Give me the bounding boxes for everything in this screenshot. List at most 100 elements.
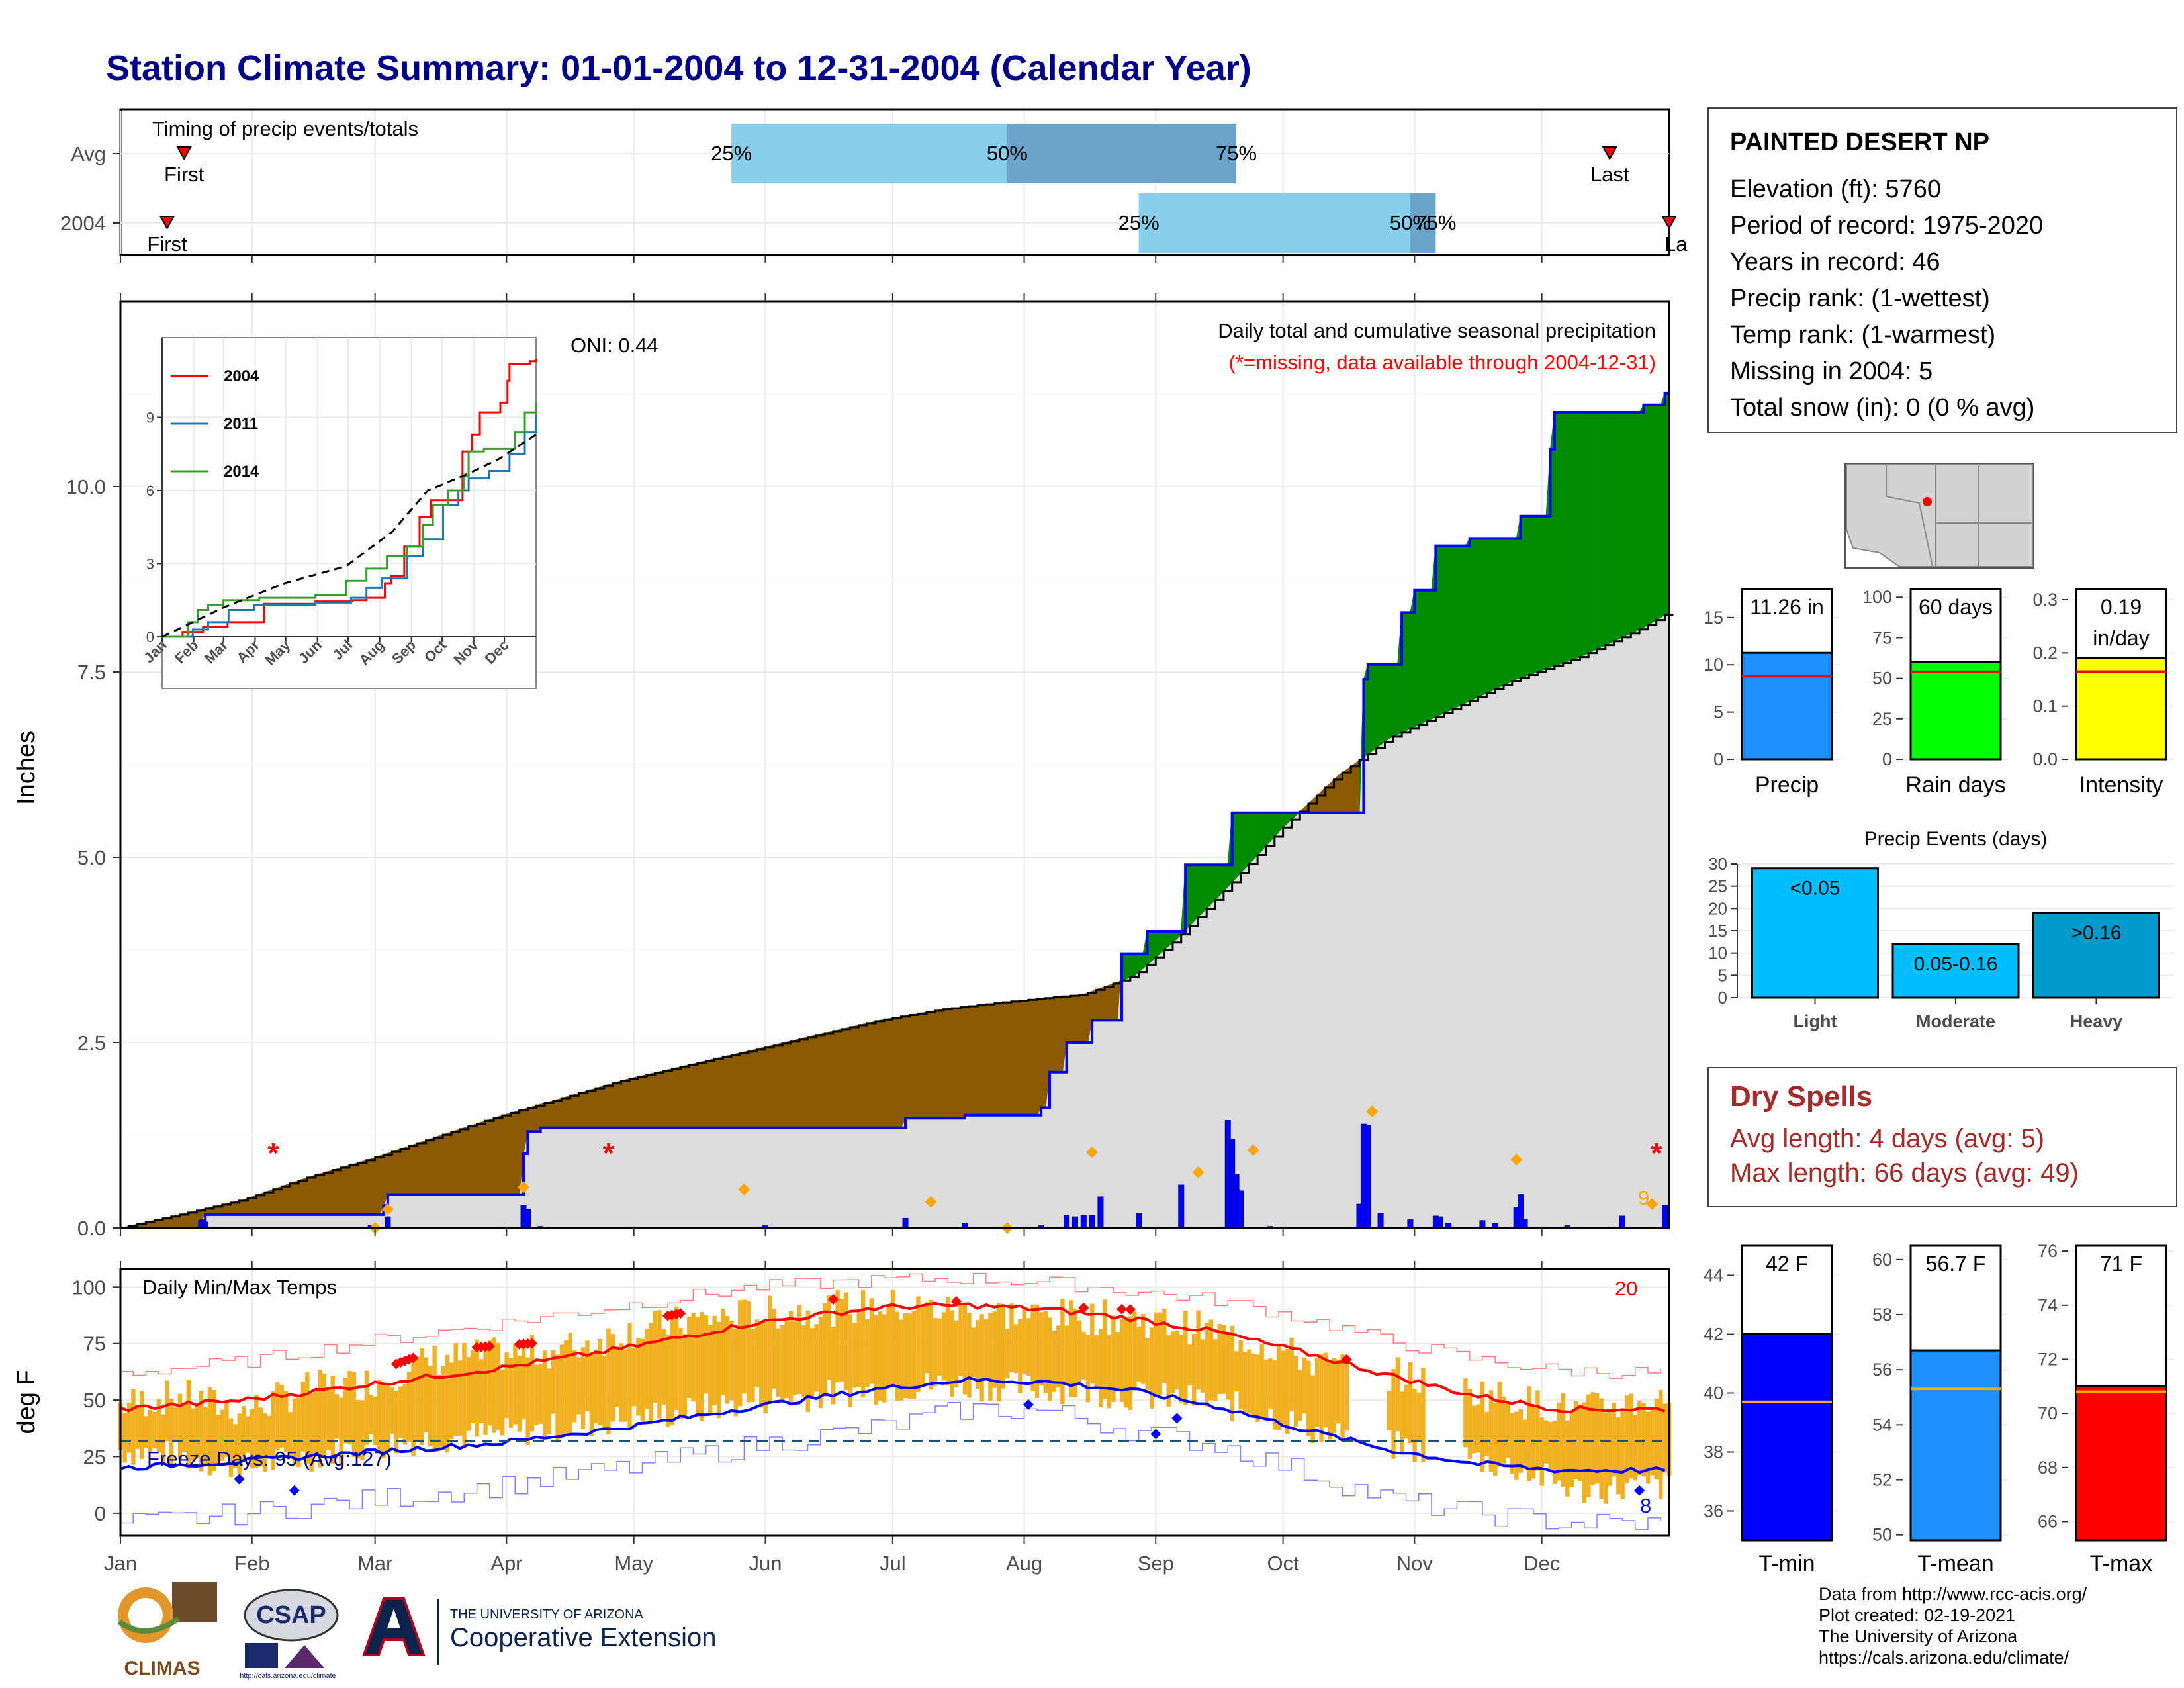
deficit-area — [773, 1043, 779, 1129]
daily-temp-range-bar — [288, 1412, 293, 1458]
surplus-area — [1257, 812, 1263, 856]
daily-temp-range-bar — [339, 1397, 343, 1466]
daily-temp-range-bar — [216, 1415, 220, 1465]
month-label: Jul — [880, 1552, 906, 1575]
daily-temp-range-bar — [517, 1355, 522, 1432]
deficit-area — [332, 1168, 338, 1215]
daily-temp-range-bar — [241, 1406, 246, 1462]
daily-temp-range-bar — [471, 1350, 475, 1423]
daily-temp-range-bar — [606, 1328, 611, 1435]
daily-temp-range-bar — [538, 1364, 543, 1425]
deficit-area — [1024, 999, 1029, 1116]
deficit-area — [319, 1172, 325, 1215]
daily-temp-range-bar — [1018, 1319, 1023, 1393]
month-label: Apr — [490, 1552, 522, 1575]
record-precip-marker — [518, 1181, 530, 1194]
deficit-area — [1015, 1000, 1021, 1116]
y-tick-label: 2.5 — [77, 1031, 106, 1055]
y-tick-label: 50 — [1872, 1525, 1892, 1545]
daily-temp-range-bar — [406, 1371, 412, 1442]
deficit-area — [1007, 1001, 1012, 1116]
daily-temp-range-bar — [1009, 1303, 1014, 1372]
deficit-area — [815, 1033, 821, 1129]
daily-temp-range-bar — [322, 1373, 327, 1456]
daily-temp-range-bar — [1175, 1330, 1179, 1389]
record-min-line — [120, 1401, 1661, 1530]
daily-temp-range-bar — [177, 1393, 183, 1460]
daily-temp-range-bar — [1387, 1391, 1392, 1430]
deficit-area — [943, 1008, 948, 1119]
missing-day-marker: * — [603, 1137, 615, 1170]
daily-temp-range-bar — [754, 1319, 760, 1388]
deficit-area — [778, 1043, 783, 1129]
daily-temp-range-bar — [296, 1395, 301, 1468]
y-tick-label: 10 — [1704, 655, 1723, 675]
deficit-area — [506, 1112, 512, 1196]
y-tick-label: 15 — [1704, 608, 1723, 628]
daily-temp-range-bar — [1289, 1337, 1294, 1411]
daily-temp-range-bar — [1552, 1421, 1557, 1484]
ua-line1: THE UNIVERSITY OF ARIZONA — [450, 1607, 644, 1622]
deficit-area — [786, 1041, 792, 1129]
daily-temp-range-bar — [1523, 1419, 1527, 1468]
daily-temp-range-bar — [784, 1319, 789, 1399]
daily-temp-range-bar — [848, 1314, 853, 1407]
precip-summary-chart: 0 5 10 15 11.26 in Precip — [1704, 588, 1840, 798]
climas-logo-text: CLIMAS — [124, 1658, 201, 1679]
daily-temp-range-bar — [1472, 1405, 1477, 1454]
daily-temp-range-bar — [279, 1384, 285, 1448]
deficit-area — [913, 1013, 919, 1119]
daily-temp-range-bar — [1013, 1324, 1019, 1374]
daily-temp-range-bar — [1166, 1335, 1171, 1407]
daily-temp-range-bar — [381, 1382, 386, 1458]
daily-temp-range-bar — [402, 1383, 407, 1445]
daily-temp-range-bar — [687, 1317, 692, 1399]
deficit-area — [345, 1164, 350, 1215]
deficit-area — [989, 1003, 995, 1116]
daily-temp-range-bar — [971, 1327, 976, 1378]
daily-temp-range-bar — [589, 1354, 594, 1436]
daily-temp-range-bar — [1056, 1325, 1061, 1388]
surplus-area — [1240, 812, 1246, 874]
deficit-area — [477, 1121, 482, 1196]
daily-temp-range-bar — [1141, 1313, 1146, 1384]
daily-temp-range-bar — [1213, 1339, 1218, 1401]
daily-temp-range-bar — [1259, 1344, 1264, 1419]
ua-line2: Cooperative Extension — [450, 1623, 716, 1652]
daily-temp-range-bar — [1111, 1315, 1116, 1402]
temp-ylabel: deg F — [13, 1370, 40, 1434]
first-marker — [159, 216, 175, 230]
deficit-area — [845, 1027, 851, 1129]
daily-temp-range-bar — [674, 1306, 679, 1410]
daily-temp-range-bar — [839, 1299, 844, 1382]
deficit-area — [764, 1045, 770, 1129]
surplus-area — [1494, 538, 1500, 690]
y-tick-label: 25 — [1872, 709, 1892, 729]
y-tick-label: 70 — [2038, 1403, 2058, 1423]
surplus-area — [1516, 516, 1522, 680]
daily-temp-range-bar — [598, 1339, 602, 1425]
daily-temp-range-bar — [1073, 1308, 1077, 1398]
daily-temp-range-bar — [351, 1372, 357, 1457]
daily-temp-range-bar — [691, 1313, 696, 1402]
deficit-area — [370, 1156, 376, 1215]
record-low-marker — [289, 1485, 300, 1496]
tmax-axis-label: T-max — [2090, 1551, 2152, 1576]
daily-temp-range-bar — [627, 1323, 632, 1430]
deficit-area — [357, 1160, 363, 1215]
record-high-marker — [1116, 1303, 1127, 1315]
y-tick-label: 75 — [1872, 628, 1892, 647]
daily-temp-range-bar — [1637, 1400, 1642, 1476]
tmax-value-label: 71 F — [2100, 1252, 2142, 1276]
daily-temp-range-bar — [653, 1311, 658, 1403]
deficit-area — [1058, 996, 1063, 1073]
daily-temp-range-bar — [1336, 1359, 1341, 1424]
daily-temp-range-bar — [1582, 1402, 1587, 1503]
record-high-marker — [1341, 1354, 1352, 1365]
month-label: Sep — [1138, 1552, 1174, 1575]
event-bar-heavy — [2032, 912, 2160, 999]
record-precip-marker — [1366, 1105, 1379, 1118]
daily-temp-range-bar — [1221, 1325, 1226, 1394]
surplus-area — [1567, 412, 1572, 663]
station-name: PAINTED DESERT NP — [1730, 128, 1990, 156]
